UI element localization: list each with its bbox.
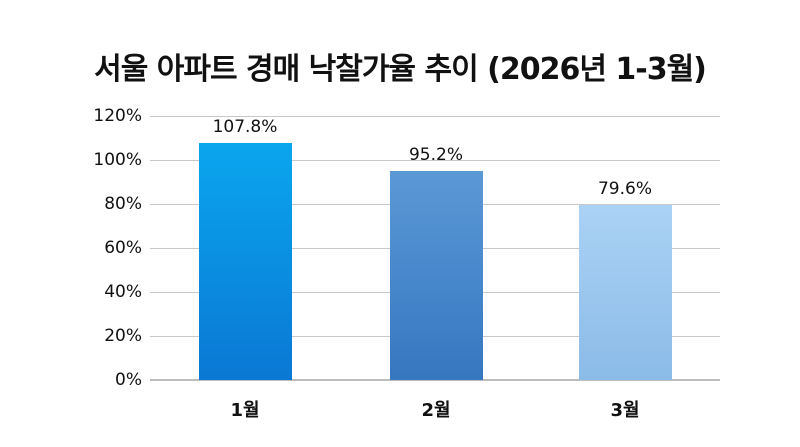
x-axis-line	[150, 379, 720, 381]
bar-value-label: 79.6%	[597, 178, 652, 199]
x-tick-label: 1월	[230, 400, 260, 421]
chart-title: 서울 아파트 경매 낙찰가율 추이 (2026년 1-3월)	[94, 52, 707, 87]
y-tick-label: 80%	[104, 194, 142, 214]
x-tick-label: 2월	[421, 400, 451, 421]
x-tick-label: 3월	[610, 400, 640, 421]
bar-1	[198, 142, 292, 380]
gridline	[150, 160, 720, 161]
gridline	[150, 116, 720, 117]
y-tick-label: 120%	[93, 106, 142, 126]
bar-3	[578, 204, 672, 380]
y-tick-label: 100%	[93, 150, 142, 170]
bar-value-label: 95.2%	[408, 144, 463, 165]
bar-2	[389, 170, 483, 380]
plot-area: 107.8% 95.2% 79.6%	[150, 116, 720, 381]
y-tick-label: 0%	[115, 370, 142, 390]
bar-value-label: 107.8%	[212, 116, 278, 137]
y-tick-label: 40%	[104, 282, 142, 302]
y-tick-label: 20%	[104, 326, 142, 346]
y-tick-label: 60%	[104, 238, 142, 258]
